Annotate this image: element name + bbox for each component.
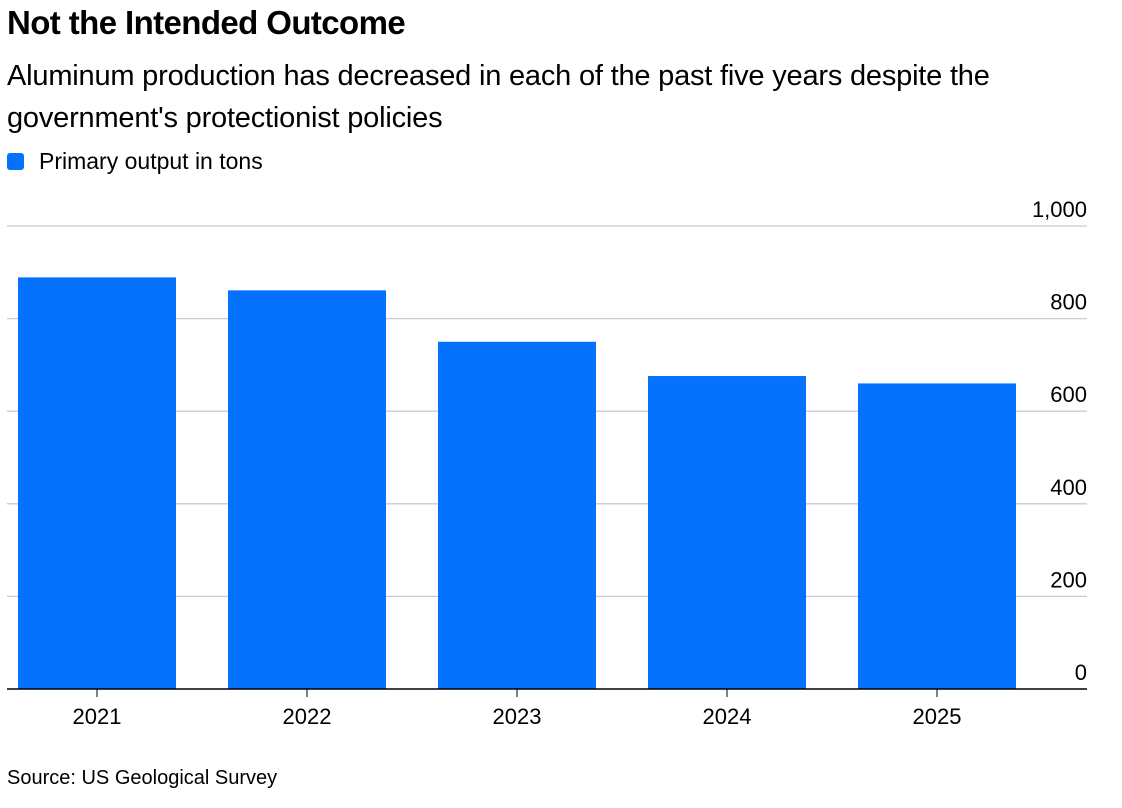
y-axis-ticks: 0 200 400 600 800 1,000: [1032, 197, 1087, 685]
x-tick-label: 2025: [913, 704, 962, 729]
legend-label: Primary output in tons: [39, 148, 263, 174]
bar-2024: [648, 376, 806, 689]
bar-2022: [228, 290, 386, 689]
y-tick-label: 400: [1050, 475, 1087, 500]
legend: Primary output in tons: [7, 148, 263, 175]
y-tick-label: 1,000: [1032, 197, 1087, 222]
x-axis-ticks: 2021 2022 2023 2024 2025: [73, 689, 962, 729]
y-tick-label: 200: [1050, 567, 1087, 592]
bar-2021: [18, 277, 176, 689]
x-tick-label: 2023: [493, 704, 542, 729]
bars: [18, 277, 1016, 689]
y-tick-label: 0: [1075, 660, 1087, 685]
y-tick-label: 600: [1050, 382, 1087, 407]
bar-2023: [438, 341, 596, 689]
x-tick-label: 2022: [283, 704, 332, 729]
bar-2025: [858, 383, 1016, 689]
chart-title: Not the Intended Outcome: [7, 4, 406, 41]
source-note: Source: US Geological Survey: [7, 767, 278, 789]
legend-swatch: [7, 153, 24, 170]
chart-subtitle: Aluminum production has decreased in eac…: [7, 60, 990, 134]
x-tick-label: 2021: [73, 704, 122, 729]
y-tick-label: 800: [1050, 290, 1087, 315]
x-tick-label: 2024: [703, 704, 752, 729]
